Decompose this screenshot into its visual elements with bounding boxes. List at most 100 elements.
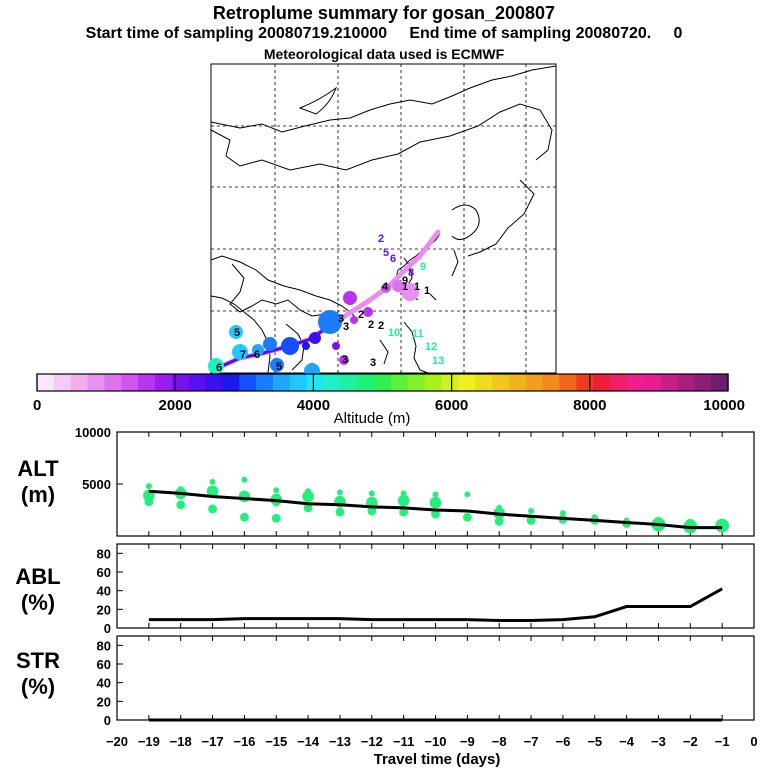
colorbar-swatch [256,374,274,391]
colorbar-swatch [87,374,106,391]
colorbar-swatch [677,374,695,391]
alt-cluster-point [429,496,442,509]
travel-time-x-axis: −20 −19 −18 −17 −16 −15 −14 −13 −12 −11 −10 −9 −8 −7−… [106,734,758,749]
x-tick-label: −18 [170,734,192,749]
alt-cluster-point [240,512,249,522]
alt-cluster-point [559,510,566,517]
colorbar-swatch [660,374,679,391]
colorbar-swatch [205,374,223,391]
colorbar-swatch [525,374,544,391]
colorbar-swatch [239,374,257,391]
abl-panel: 0 20 40 60 80 ABL(%) [15,543,755,636]
alt-panel: 5000 10000 ALT(m) [17,425,755,537]
alt-cluster-point [494,517,504,526]
alt-cluster-point [206,485,219,498]
x-tick-label: −3 [651,734,666,749]
x-tick-label: −7 [524,734,539,749]
colorbar-swatch [154,374,173,391]
plume-blob [281,337,299,355]
plume-label-number: 5 [234,327,240,339]
colorbar-swatch [323,374,341,391]
alt-cluster-point [176,500,186,510]
plume-blob [381,283,391,293]
plume-blob [208,358,224,374]
plume-label-number: 3 [370,357,376,369]
plume-blob [263,337,277,351]
x-tick-label: −1 [715,734,730,749]
alt-cluster-point [464,491,471,498]
colorbar-swatch [441,374,459,391]
str-panel: 0 20 40 60 80 STR(%) [16,635,755,728]
colorbar-swatch [171,374,190,391]
colorbar-swatch [390,374,409,391]
abl-panel-frame [116,543,755,629]
alt-cluster-point [335,507,345,517]
x-tick-label: 0 [750,734,757,749]
plume-label-number: 5 [383,247,389,259]
colorbar-swatch [711,374,729,391]
colorbar-swatch [508,374,527,391]
x-tick-label: −11 [393,734,414,749]
alt-cluster-point [399,507,409,517]
plume-blob [363,307,373,317]
alt-cluster-point [238,490,251,503]
colorbar-swatch [593,374,611,391]
x-tick-label: −8 [492,734,507,749]
plume-label-number: 6 [216,362,222,374]
abl-y-tick-label: 60 [97,565,111,580]
colorbar-swatch [53,374,72,391]
plume-label-number: 5 [276,361,282,373]
str-y-tick-label: 0 [104,713,111,728]
plume-label-number: 9 [402,275,408,287]
colorbar-swatch [542,374,561,391]
plume-blob [401,283,419,301]
plume-label-number: 6 [254,349,260,361]
str-y-tick-label: 40 [97,676,111,691]
colorbar-tick-label: 6000 [435,397,468,414]
plume-label-number: 3 [338,313,344,325]
x-tick-label: −20 [106,734,128,749]
colorbar-swatch [626,374,645,391]
colorbar-swatch [357,374,375,391]
colorbar-swatch [424,374,443,391]
x-tick-label: −15 [265,734,287,749]
colorbar-swatch [272,374,291,391]
colorbar-swatch [289,374,308,391]
abl-y-tick-label: 40 [97,584,111,599]
plume-blob [350,316,358,324]
colorbar-swatch [458,374,476,391]
plume-blob [232,344,248,360]
plume-blob [309,332,321,344]
colorbar-tick-label: 10000 [703,397,745,414]
x-tick-label: −16 [233,734,255,749]
plume-blob [332,342,340,350]
colorbar-swatch [559,374,577,391]
str-y-tick-label: 60 [97,657,111,672]
colorbar-swatch [374,374,392,391]
alt-cluster-point [336,489,343,496]
meteorological-data-subtitle: Meteorological data used is ECMWF [263,46,505,62]
x-tick-label: −19 [138,734,160,749]
alt-cluster-point [241,476,248,483]
alt-cluster-point [368,490,375,497]
plume-blob [343,291,357,305]
alt-cluster-point [273,487,280,494]
abl-y-tick-label: 0 [104,621,111,636]
colorbar-swatch [306,374,325,391]
alt-cluster-point [431,509,440,519]
alt-y-tick-label: 10000 [75,425,111,440]
x-tick-label: −10 [424,734,446,749]
plume-label-number: 4 [382,281,389,293]
panel-y-label: (%) [21,674,55,699]
plume-blob [339,355,349,365]
colorbar-swatch [610,374,628,391]
colorbar-swatch [37,374,55,391]
plume-label-number: 13 [432,355,444,367]
str-panel-frame [116,635,755,721]
plume-blob [392,280,404,292]
plume-label-number: 3 [342,354,348,366]
alt-cluster-point [462,512,472,522]
colorbar-swatch [121,374,139,391]
colorbar-swatch [104,374,122,391]
